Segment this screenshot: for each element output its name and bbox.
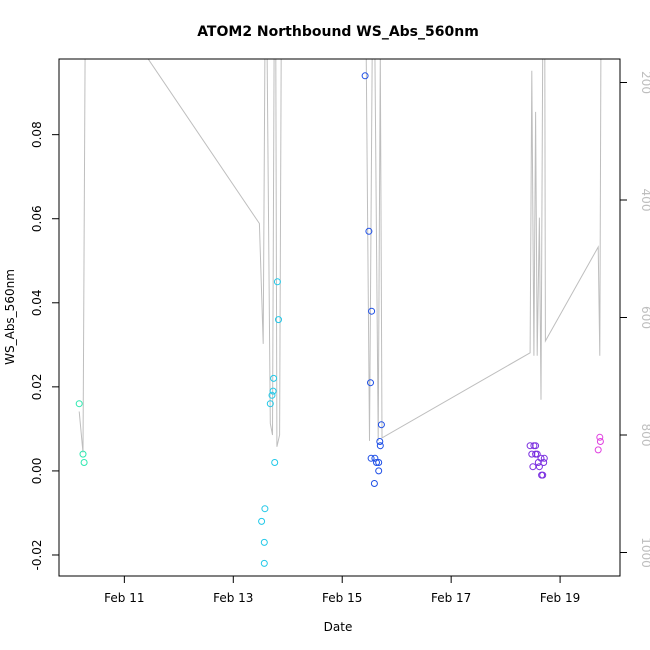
data-point: [532, 442, 540, 450]
data-point: [268, 391, 276, 399]
data-point: [535, 463, 543, 471]
data-point: [271, 459, 279, 466]
data-point: [533, 450, 541, 458]
data-point: [529, 463, 537, 471]
data-point: [370, 480, 378, 487]
depth-line-layer: [78, 59, 602, 453]
data-point: [260, 559, 268, 567]
data-point: [260, 538, 268, 546]
data-point: [367, 379, 374, 387]
points-layer: [75, 72, 604, 567]
data-point: [275, 316, 282, 324]
x-tick-label: Feb 19: [540, 591, 580, 605]
data-point: [596, 438, 604, 445]
x-tick-label: Feb 13: [213, 591, 253, 605]
data-point: [375, 459, 383, 466]
data-point: [528, 450, 536, 458]
data-point: [539, 471, 547, 479]
y-tick-label: 0.00: [30, 458, 44, 485]
y-tick-label: 0.04: [30, 289, 44, 316]
data-point: [368, 307, 376, 315]
y2-tick-label: 400: [639, 189, 650, 212]
data-point: [376, 438, 384, 445]
data-point: [270, 374, 278, 382]
y2-axis-depth: 200 400 600 800 1000: [620, 71, 650, 568]
x-tick-label: Feb 15: [322, 591, 362, 605]
data-point: [375, 467, 383, 475]
data-point: [376, 442, 384, 450]
x-axis-label: Date: [324, 620, 353, 634]
data-point: [365, 227, 373, 235]
data-point: [269, 387, 277, 395]
data-point: [540, 454, 548, 462]
data-point: [266, 400, 274, 408]
data-point: [261, 505, 269, 513]
data-point: [377, 421, 385, 429]
data-point: [361, 72, 369, 80]
y-tick-label: 0.08: [30, 121, 44, 148]
y-axis-label: WS_Abs_560nm: [3, 269, 17, 365]
data-point: [75, 400, 83, 408]
y-axis: -0.02 0.00 0.02 0.04 0.06 0.08: [30, 121, 59, 571]
data-point: [371, 454, 379, 462]
y2-tick-label: 800: [639, 424, 650, 447]
y-tick-label: 0.06: [30, 205, 44, 232]
depth-line: [78, 59, 602, 453]
data-point: [540, 459, 548, 466]
data-point: [594, 446, 602, 454]
y-tick-label: -0.02: [30, 539, 44, 570]
y2-tick-label: 200: [639, 71, 650, 94]
y-tick-label: 0.02: [30, 373, 44, 400]
data-point: [258, 517, 266, 525]
x-tick-label: Feb 17: [431, 591, 471, 605]
data-point: [79, 450, 87, 458]
data-point: [373, 459, 380, 466]
x-axis: Feb 11 Feb 13 Feb 15 Feb 17 Feb 19: [104, 576, 580, 605]
data-point: [80, 459, 88, 466]
y2-tick-label: 600: [639, 306, 650, 329]
data-point: [596, 433, 604, 441]
x-tick-label: Feb 11: [104, 591, 144, 605]
y2-tick-label: 1000: [639, 537, 650, 568]
data-point: [367, 454, 375, 462]
chart-title: ATOM2 Northbound WS_Abs_560nm: [197, 24, 479, 40]
data-point: [273, 278, 281, 286]
